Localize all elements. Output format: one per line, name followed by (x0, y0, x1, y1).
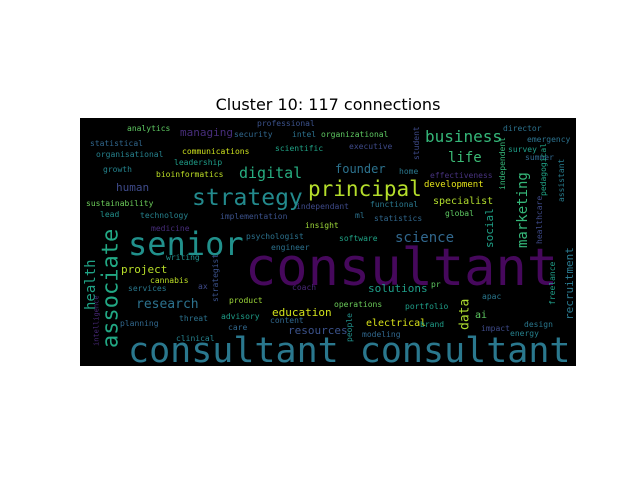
cloud-word: technology (140, 211, 188, 220)
cloud-word: life (448, 150, 482, 166)
cloud-word: effectiveness (430, 171, 493, 180)
cloud-word: clinical (176, 334, 215, 343)
cloud-word: strategy (192, 185, 303, 211)
cloud-word: ml (355, 211, 365, 220)
cloud-word: assistant (557, 158, 566, 202)
cloud-word: home (399, 167, 418, 176)
cloud-word: product (229, 296, 263, 305)
cloud-word: solutions (368, 282, 428, 295)
cloud-word: implementation (220, 212, 288, 221)
cloud-word: data (458, 299, 473, 330)
cloud-word: education (272, 306, 332, 319)
cloud-word: analytics (127, 124, 171, 133)
cloud-word: lead (100, 210, 119, 219)
cloud-word: electrical (366, 318, 426, 329)
cloud-word: pr (431, 280, 441, 289)
cloud-word: threat (179, 314, 208, 323)
cloud-word: survey (508, 145, 537, 154)
cloud-word: software (339, 234, 378, 243)
cloud-word: healthcare (535, 196, 544, 244)
cloud-word: intel (292, 130, 316, 139)
cloud-word: statistics (374, 214, 422, 223)
cloud-word: planning (120, 319, 159, 328)
cloud-word: business (425, 127, 502, 146)
cloud-word: modeling (362, 330, 401, 339)
cloud-word: professional (257, 119, 315, 128)
cloud-word: principal (308, 177, 422, 201)
cloud-word: statistical (90, 139, 143, 148)
cloud-background (80, 118, 576, 366)
cloud-word: leadership (174, 158, 222, 167)
cloud-word: energy (510, 329, 539, 338)
cloud-word: summer (525, 153, 554, 162)
cloud-word: health (83, 259, 99, 310)
cloud-word: digital (239, 164, 302, 182)
cloud-word: intelligence (92, 295, 100, 346)
cloud-word: ai (475, 310, 487, 321)
cloud-word: social (483, 208, 496, 248)
cloud-word: senior (128, 225, 244, 263)
cloud-word: independant (296, 202, 349, 211)
cloud-word: medicine (151, 224, 190, 233)
cloud-word: specialist (433, 196, 493, 207)
cloud-word: global (445, 209, 474, 218)
cloud-word: people (345, 313, 354, 342)
cloud-word: psychologist (246, 232, 304, 241)
cloud-word: scientific (275, 144, 323, 153)
cloud-word: communications (182, 147, 250, 156)
cloud-word: bioinformatics (156, 170, 224, 179)
cloud-word: writing (166, 253, 200, 262)
cloud-word: marketing (515, 172, 531, 248)
cloud-word: development (424, 180, 484, 190)
cloud-word: cannabis (150, 276, 189, 285)
cloud-word: organizational (321, 130, 389, 139)
cloud-word: research (136, 297, 199, 312)
cloud-word: student (412, 126, 421, 160)
cloud-word: project (121, 263, 167, 276)
cloud-word: functional (370, 200, 418, 209)
cloud-word: coach (292, 283, 316, 292)
cloud-word: brand (420, 320, 444, 329)
cloud-word: care (228, 323, 247, 332)
cloud-word: growth (103, 165, 132, 174)
cloud-word: design (524, 320, 553, 329)
cloud-word: managing (180, 126, 233, 139)
cloud-word: resources (288, 324, 348, 337)
cloud-word: associate (99, 229, 124, 348)
cloud-word: emergency (527, 135, 571, 144)
cloud-word: insight (305, 221, 339, 230)
chart-title: Cluster 10: 117 connections (216, 95, 441, 114)
cloud-word: founder (335, 162, 386, 176)
cloud-word: director (503, 124, 542, 133)
cloud-word: consultant consultant (128, 331, 571, 371)
cloud-word: advisory (221, 312, 260, 321)
cloud-word: content (270, 316, 304, 325)
cloud-word: sustainability (86, 199, 154, 208)
cloud-word: independent (498, 137, 507, 190)
cloud-word: impact (481, 324, 510, 333)
cloud-word: engineer (271, 243, 310, 252)
cloud-word: executive (349, 142, 393, 151)
cloud-word: organisational (96, 150, 164, 159)
cloud-word: services (128, 284, 167, 293)
cloud-word: strategist (211, 254, 220, 302)
cloud-word: ax (198, 282, 208, 291)
cloud-word: consultant (245, 238, 558, 298)
cloud-word: operations (334, 300, 382, 309)
cloud-word: science (395, 230, 454, 246)
cloud-word: apac (482, 292, 501, 301)
cloud-word: freelance (548, 261, 557, 305)
cloud-word: security (234, 130, 273, 139)
cloud-word: human (116, 181, 149, 194)
cloud-word: pedagogical (539, 143, 548, 196)
cloud-word: portfolio (405, 302, 449, 311)
cloud-word: recruitment (563, 247, 576, 320)
